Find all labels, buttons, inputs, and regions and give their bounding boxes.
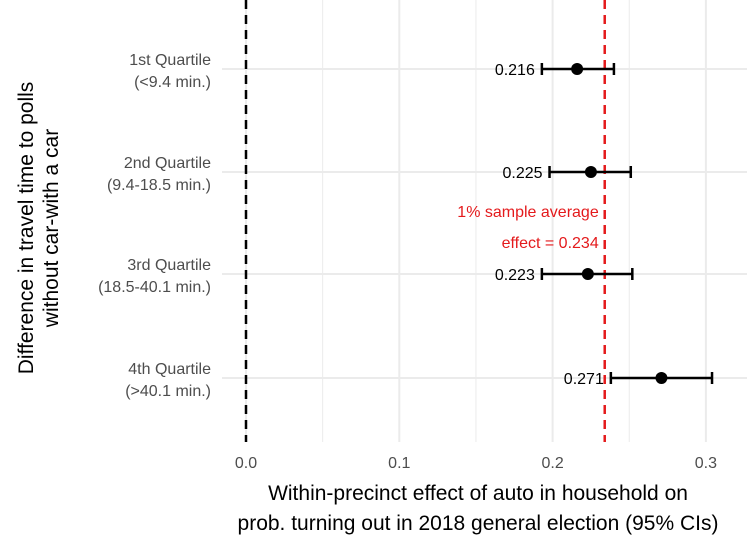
data-label: 0.225 [502, 165, 542, 182]
average-annotation-line2: effect = 0.234 [502, 235, 599, 252]
grid-layer [222, 0, 747, 442]
x-axis-title-line1: Within-precinct effect of auto in househ… [268, 482, 688, 505]
labels: 0.0 0.1 0.2 0.3 1st Quartile (<9.4 min.) 2nd Q… [98, 52, 717, 472]
x-tick-label: 0.2 [541, 455, 563, 472]
category-label-line1: 3rd Quartile [127, 257, 211, 274]
category-label-line2: (>40.1 min.) [125, 383, 211, 400]
data-points [540, 63, 714, 384]
average-annotation-line1: 1% sample average [457, 204, 599, 221]
x-axis-title-line2: prob. turning out in 2018 general electi… [238, 512, 719, 535]
category-label-line1: 4th Quartile [128, 361, 211, 378]
y-axis-title-line2: without car-with a car [40, 129, 63, 328]
x-tick-label: 0.1 [388, 455, 410, 472]
category-label-line2: (18.5-40.1 min.) [98, 279, 211, 296]
y-axis-title-line1: Difference in travel time to polls [15, 82, 38, 375]
data-point [571, 63, 584, 75]
category-label-line1: 2nd Quartile [124, 155, 211, 172]
data-label: 0.271 [564, 371, 604, 388]
reference-lines [244, 0, 606, 442]
data-label: 0.216 [495, 62, 535, 79]
data-point [581, 268, 594, 280]
x-tick-label: 0.0 [235, 455, 257, 472]
category-label-line2: (<9.4 min.) [134, 74, 211, 91]
category-label-line1: 1st Quartile [129, 52, 211, 69]
x-tick-label: 0.3 [695, 455, 717, 472]
category-label-line2: (9.4-18.5 min.) [107, 177, 211, 194]
data-label: 0.223 [495, 267, 535, 284]
data-point [655, 372, 668, 384]
data-point [584, 166, 597, 178]
